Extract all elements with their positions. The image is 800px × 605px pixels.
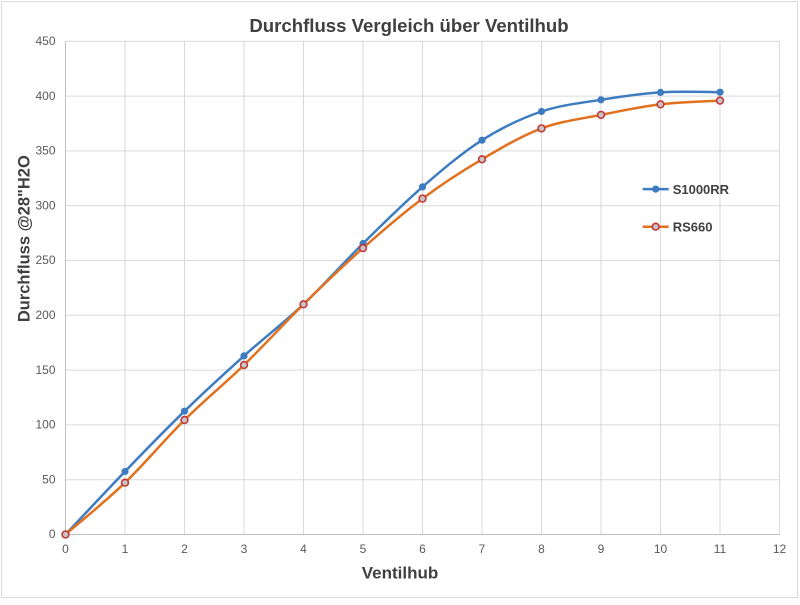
svg-text:450: 450 <box>35 34 55 48</box>
svg-text:6: 6 <box>419 542 426 556</box>
svg-text:9: 9 <box>598 542 605 556</box>
svg-text:11: 11 <box>714 542 727 556</box>
svg-text:12: 12 <box>773 542 787 556</box>
svg-text:RS660: RS660 <box>673 220 713 235</box>
svg-text:7: 7 <box>479 542 486 556</box>
svg-text:250: 250 <box>35 253 55 267</box>
svg-text:350: 350 <box>35 144 55 158</box>
svg-text:4: 4 <box>300 542 307 556</box>
svg-text:0: 0 <box>49 527 56 541</box>
svg-text:200: 200 <box>35 308 55 322</box>
svg-text:10: 10 <box>654 542 668 556</box>
svg-text:100: 100 <box>35 418 55 432</box>
svg-text:150: 150 <box>35 363 55 377</box>
svg-text:50: 50 <box>42 472 56 486</box>
svg-text:3: 3 <box>241 542 248 556</box>
svg-text:300: 300 <box>35 198 55 212</box>
svg-text:0: 0 <box>62 542 69 556</box>
svg-text:400: 400 <box>35 89 55 103</box>
svg-text:Ventilhub: Ventilhub <box>362 564 439 583</box>
svg-text:2: 2 <box>181 542 188 556</box>
svg-text:Durchfluss Vergleich über Vent: Durchfluss Vergleich über Ventilhub <box>249 15 568 36</box>
svg-text:Durchfluss @28"H2O: Durchfluss @28"H2O <box>15 155 33 322</box>
svg-text:8: 8 <box>538 542 545 556</box>
svg-text:1: 1 <box>122 542 129 556</box>
svg-text:S1000RR: S1000RR <box>673 182 730 197</box>
svg-text:5: 5 <box>360 542 367 556</box>
